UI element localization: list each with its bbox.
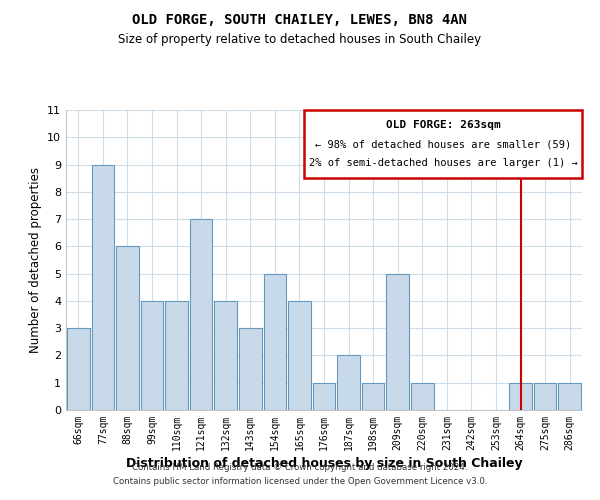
Bar <box>559 382 581 410</box>
Bar <box>190 219 212 410</box>
Y-axis label: Number of detached properties: Number of detached properties <box>29 167 41 353</box>
Text: Size of property relative to detached houses in South Chailey: Size of property relative to detached ho… <box>118 32 482 46</box>
Bar <box>337 356 360 410</box>
Bar <box>386 274 409 410</box>
Bar <box>165 301 188 410</box>
Bar <box>140 301 163 410</box>
Bar <box>411 382 434 410</box>
Bar <box>534 382 556 410</box>
Text: Contains public sector information licensed under the Open Government Licence v3: Contains public sector information licen… <box>113 478 487 486</box>
Bar <box>116 246 139 410</box>
Text: OLD FORGE: 263sqm: OLD FORGE: 263sqm <box>386 120 500 130</box>
Bar <box>263 274 286 410</box>
Bar <box>362 382 385 410</box>
Text: 2% of semi-detached houses are larger (1) →: 2% of semi-detached houses are larger (1… <box>309 158 578 168</box>
Bar <box>67 328 89 410</box>
Bar <box>92 164 114 410</box>
Text: ← 98% of detached houses are smaller (59): ← 98% of detached houses are smaller (59… <box>315 139 571 149</box>
Bar <box>509 382 532 410</box>
Bar <box>239 328 262 410</box>
X-axis label: Distribution of detached houses by size in South Chailey: Distribution of detached houses by size … <box>125 457 523 470</box>
Bar <box>313 382 335 410</box>
Text: Contains HM Land Registry data © Crown copyright and database right 2024.: Contains HM Land Registry data © Crown c… <box>132 462 468 471</box>
FancyBboxPatch shape <box>304 110 582 178</box>
Bar <box>214 301 237 410</box>
Bar <box>288 301 311 410</box>
Text: OLD FORGE, SOUTH CHAILEY, LEWES, BN8 4AN: OLD FORGE, SOUTH CHAILEY, LEWES, BN8 4AN <box>133 12 467 26</box>
